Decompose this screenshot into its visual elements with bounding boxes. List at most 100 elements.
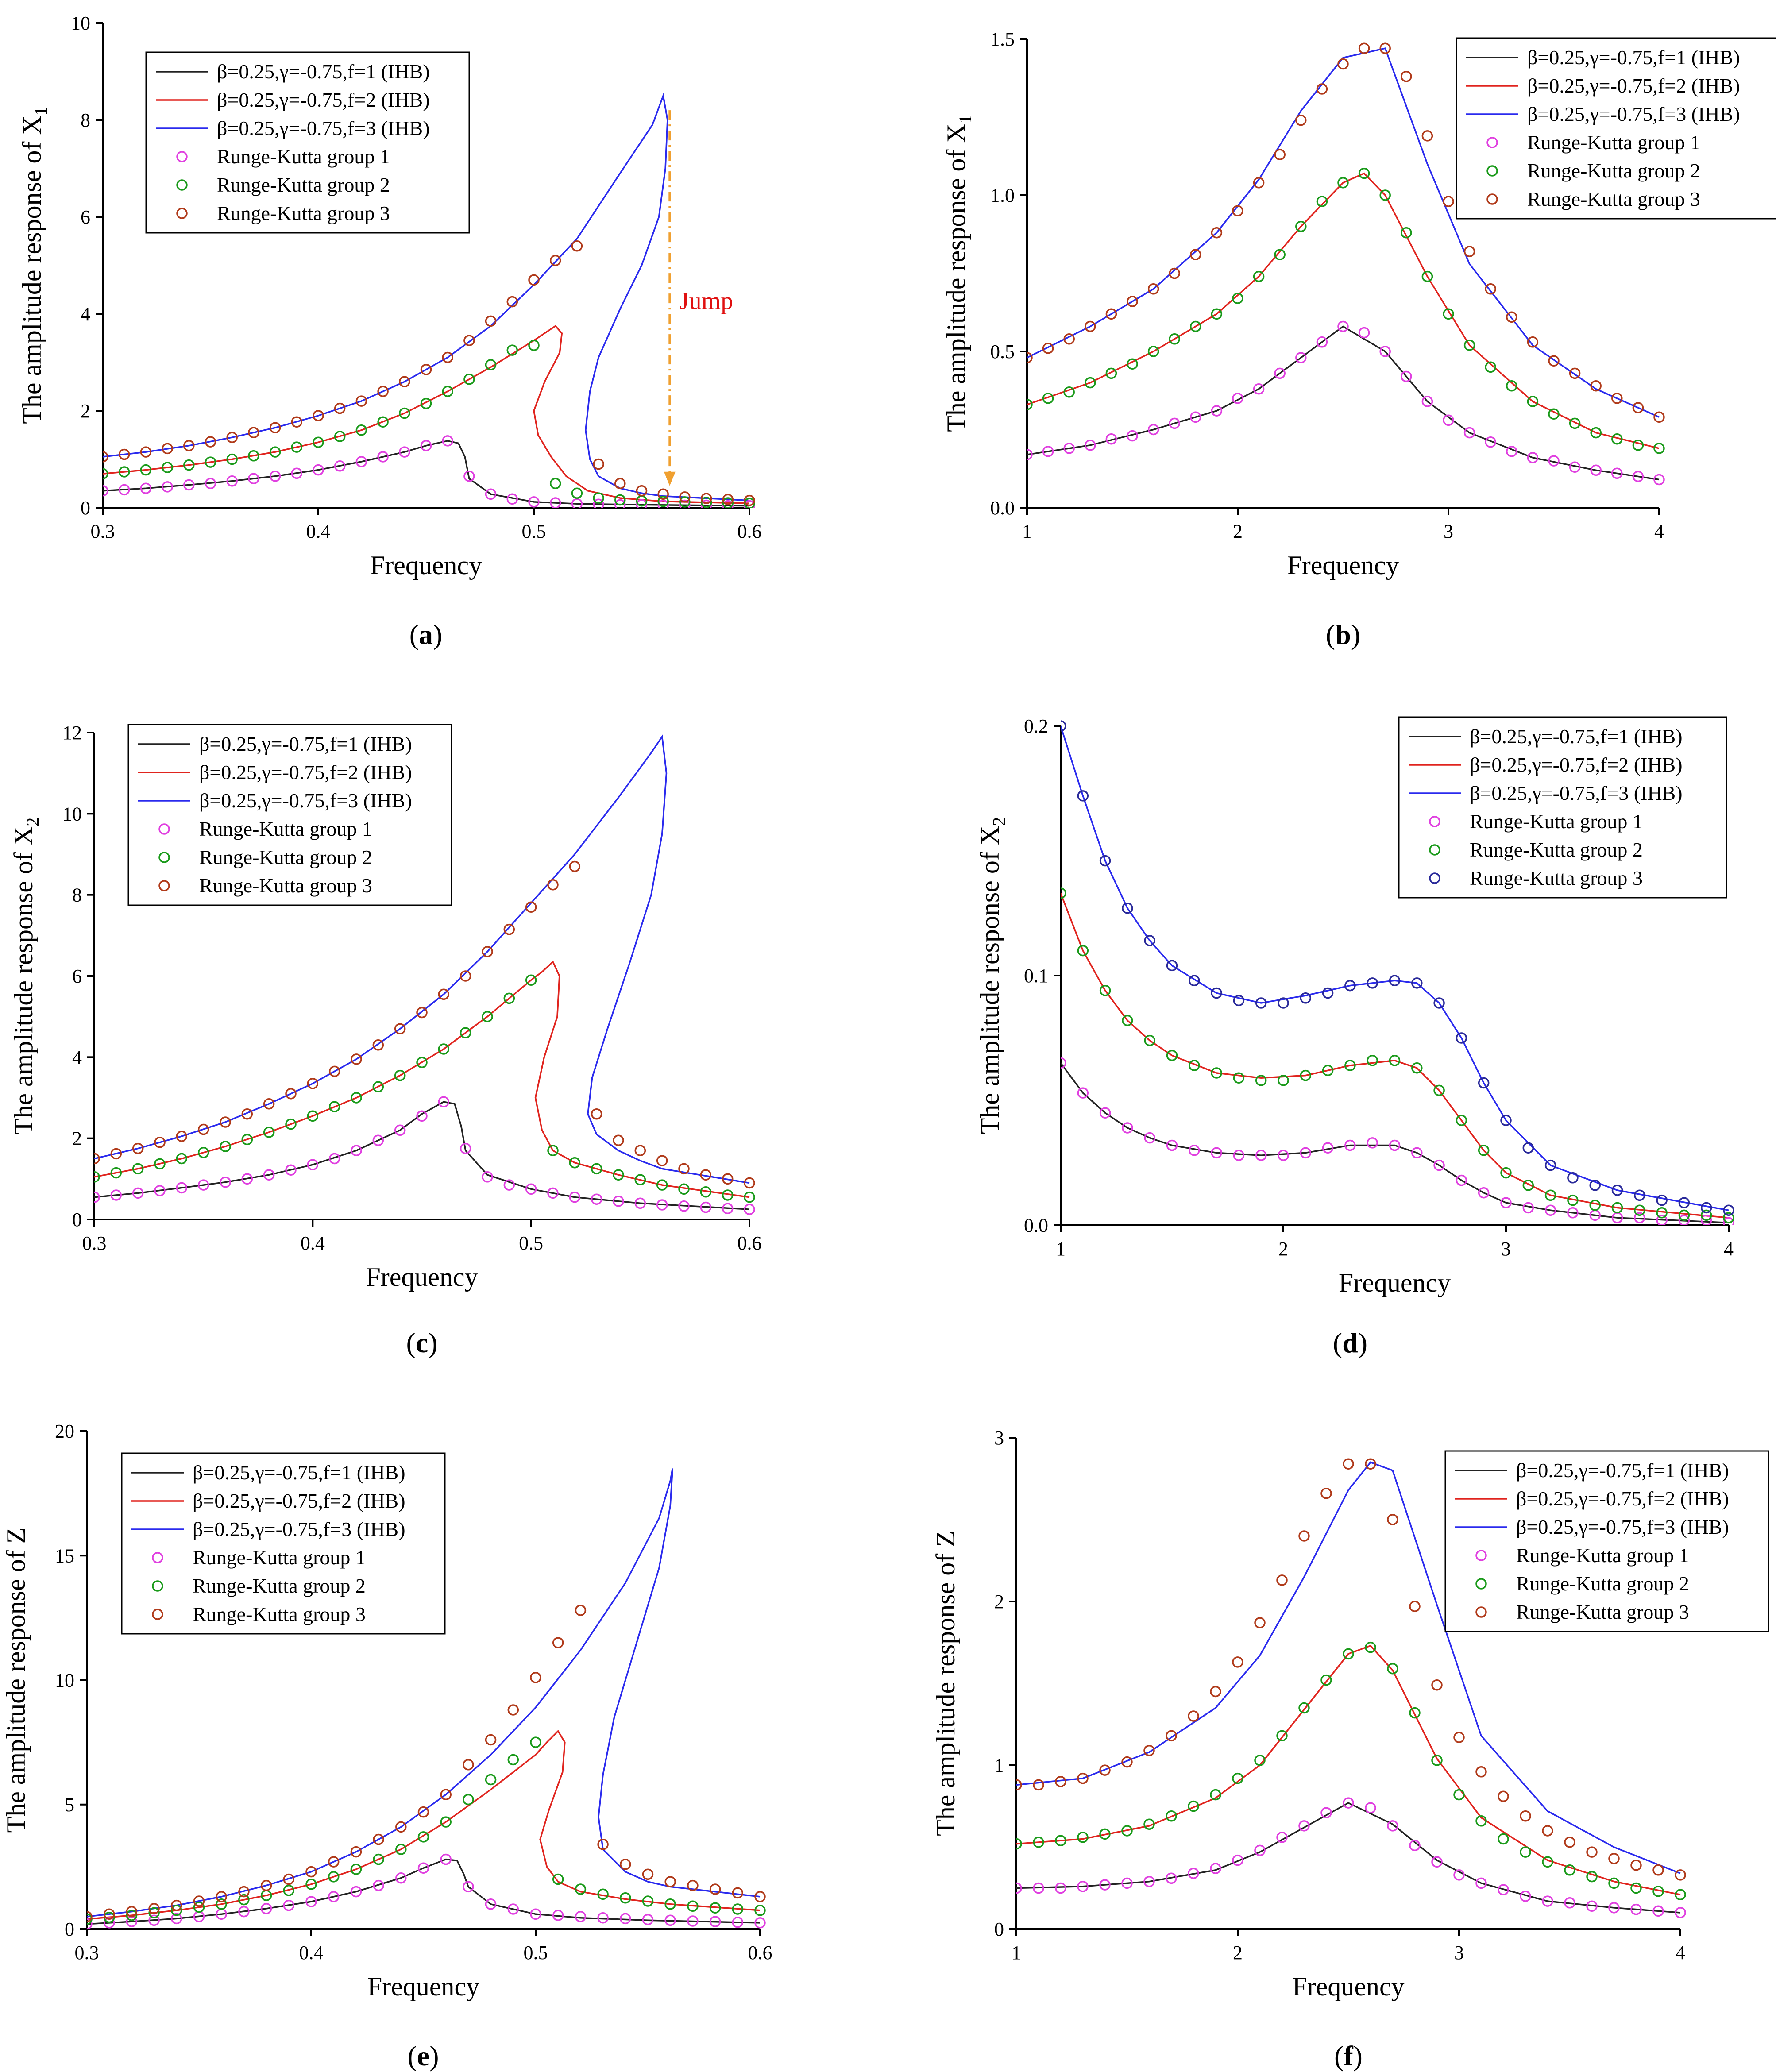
rk-point-group-2	[1320, 1674, 1332, 1686]
rk-point-group-1	[1630, 1903, 1642, 1915]
rk-point-group-2	[171, 1905, 182, 1916]
x-axis-label: Frequency	[370, 551, 482, 580]
rk-point-group-1	[248, 473, 259, 485]
rk-point-group-1	[613, 1196, 624, 1207]
x-tick-label: 4	[1724, 1238, 1734, 1260]
y-tick-label: 5	[65, 1794, 74, 1816]
rk-point-group-2	[140, 464, 152, 476]
rk-point-group-2	[248, 450, 259, 462]
rk-point-group-2	[744, 498, 755, 508]
rk-point-group-2	[754, 1905, 766, 1916]
rk-point-group-2	[395, 1844, 407, 1855]
legend-swatch-marker	[152, 1580, 163, 1592]
plot-area	[1016, 1458, 1686, 1918]
rk-point-group-3	[1085, 320, 1096, 332]
rk-point-group-3	[1254, 1617, 1266, 1628]
rk-point-group-3	[126, 1906, 138, 1918]
rk-point-group-2	[1564, 1864, 1575, 1876]
rk-point-group-1	[1274, 367, 1286, 379]
rk-point-group-3	[1443, 196, 1454, 207]
y-tick-label: 0	[72, 1209, 82, 1231]
rk-point-group-1	[94, 1191, 100, 1203]
rk-point-group-2	[1401, 227, 1412, 239]
x-tick-label: 0.6	[737, 521, 762, 542]
panel-caption: (b)	[1326, 619, 1360, 650]
rk-point-group-3	[506, 296, 518, 308]
rk-point-group-3	[722, 494, 734, 505]
rk-point-group-2	[1431, 1755, 1443, 1766]
rk-point-group-1	[103, 485, 108, 497]
rk-point-group-2	[1678, 1209, 1690, 1221]
legend-entry: β=0.25,γ=-0.75,f=1 (IHB)	[1516, 1459, 1729, 1482]
rk-point-group-1	[1122, 1122, 1133, 1134]
y-tick-label: 4	[81, 303, 90, 325]
rk-point-group-2	[1169, 333, 1180, 345]
rk-point-group-3	[1678, 1197, 1690, 1208]
x-tick-label: 0.4	[306, 521, 331, 542]
series-line-2	[103, 325, 750, 504]
legend-entry: β=0.25,γ=-0.75,f=2 (IHB)	[199, 761, 412, 783]
series-line-2	[1061, 893, 1729, 1219]
rk-point-group-1	[1456, 1174, 1467, 1186]
rk-point-group-3	[754, 1891, 766, 1902]
rk-point-group-3	[154, 1137, 166, 1148]
y-axis-label: The amplitude response of X2	[9, 818, 42, 1134]
rk-point-group-2	[1276, 1730, 1288, 1742]
rk-point-group-1	[1169, 417, 1180, 429]
rk-point-group-2	[1085, 377, 1096, 389]
rk-point-group-2	[1016, 1838, 1022, 1850]
rk-point-group-3	[1411, 977, 1423, 989]
y-axis-label: The amplitude response of X1	[17, 107, 51, 424]
legend-entry: Runge-Kutta group 3	[1527, 188, 1700, 210]
rk-point-group-2	[1188, 1800, 1199, 1812]
rk-point-group-2	[132, 1163, 144, 1175]
rk-point-group-1	[1276, 1832, 1288, 1843]
rk-point-group-1	[1564, 1897, 1575, 1909]
rk-point-group-3	[394, 1023, 406, 1034]
rk-point-group-3	[183, 440, 195, 451]
rk-point-group-3	[678, 1163, 690, 1175]
rk-point-group-1	[241, 1173, 253, 1185]
legend-swatch-marker	[1429, 844, 1440, 856]
panel-a: 0.3 0.4 0.5 0.6 0 2 4 6 8 10 Frequency The amplitud…	[17, 12, 762, 650]
rk-point-group-1	[1298, 1820, 1310, 1832]
rk-point-group-1	[1498, 1884, 1509, 1895]
y-tick-label: 1.0	[990, 185, 1015, 206]
rk-point-group-1	[372, 1134, 384, 1146]
rk-point-group-3	[1063, 333, 1075, 345]
rk-point-group-3	[732, 1887, 744, 1899]
rk-point-group-3	[1147, 283, 1159, 295]
rk-point-group-3	[1344, 980, 1356, 992]
rk-point-group-1	[1700, 1214, 1712, 1225]
rk-point-group-3	[1365, 1458, 1376, 1470]
rk-point-group-1	[1367, 1137, 1378, 1149]
legend-entry: Runge-Kutta group 2	[199, 846, 372, 868]
x-axis-label: Frequency	[1292, 1972, 1404, 2001]
legend-swatch-marker	[1486, 137, 1498, 148]
rk-point-group-3	[248, 427, 259, 439]
rk-point-group-2	[197, 1147, 209, 1158]
rk-point-group-3	[463, 335, 475, 346]
rk-point-group-3	[103, 1908, 115, 1920]
rk-point-group-3	[549, 255, 561, 266]
rk-point-group-2	[1233, 1072, 1245, 1084]
rk-point-group-3	[226, 432, 238, 443]
rk-point-group-1	[547, 1187, 559, 1199]
rk-point-group-1	[1099, 1107, 1111, 1119]
rk-point-group-2	[722, 1189, 734, 1201]
rk-point-group-2	[94, 1171, 100, 1183]
rk-point-group-3	[420, 364, 432, 375]
rk-point-group-2	[416, 1057, 428, 1069]
plot-area	[103, 93, 755, 508]
rk-point-group-2	[118, 466, 130, 478]
rk-point-group-1	[1387, 1820, 1398, 1832]
rk-point-group-3	[1367, 977, 1378, 989]
legend-entry: Runge-Kutta group 3	[199, 874, 372, 897]
rk-point-group-1	[528, 496, 540, 508]
legend-entry: β=0.25,γ=-0.75,f=2 (IHB)	[1470, 753, 1683, 776]
rk-point-group-2	[1211, 1067, 1222, 1079]
rk-point-group-2	[1127, 358, 1138, 370]
rk-point-group-2	[440, 1816, 452, 1828]
rk-point-group-1	[110, 1189, 122, 1201]
rk-point-group-2	[620, 1892, 631, 1904]
